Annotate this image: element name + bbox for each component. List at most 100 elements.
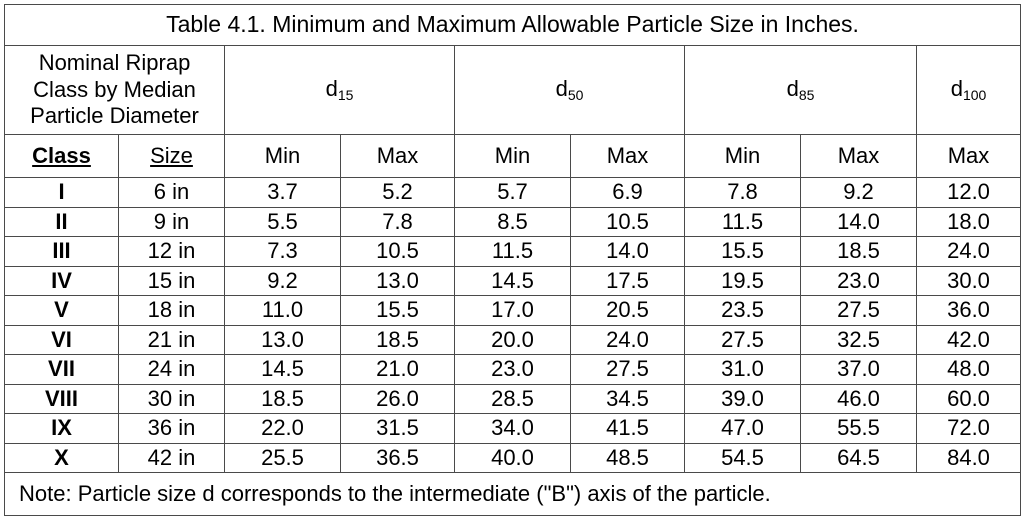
cell-d85-max: 23.0 bbox=[800, 265, 917, 296]
cell-class: III bbox=[4, 236, 119, 267]
size-column-header: Size bbox=[118, 134, 225, 178]
cell-class: II bbox=[4, 206, 119, 237]
table-row: IX 36 in 22.0 31.5 34.0 41.5 47.0 55.5 72.0 bbox=[4, 413, 1022, 444]
cell-d15-max: 13.0 bbox=[340, 265, 455, 296]
class-column-header: Class bbox=[4, 134, 119, 178]
d50-max-header: Max bbox=[570, 134, 685, 178]
cell-size: 36 in bbox=[118, 413, 225, 444]
cell-d50-max: 17.5 bbox=[570, 265, 685, 296]
cell-d50-max: 20.5 bbox=[570, 295, 685, 326]
cell-d85-min: 7.8 bbox=[684, 177, 801, 208]
cell-d50-min: 14.5 bbox=[454, 265, 571, 296]
cell-d85-min: 54.5 bbox=[684, 442, 801, 473]
d100-max-header: Max bbox=[915, 134, 1022, 178]
cell-size: 18 in bbox=[118, 295, 225, 326]
cell-d100-max: 60.0 bbox=[915, 383, 1022, 414]
table-title: Table 4.1. Minimum and Maximum Allowable… bbox=[3, 4, 1022, 46]
cell-d85-max: 37.0 bbox=[800, 354, 917, 385]
cell-d50-max: 10.5 bbox=[570, 206, 685, 237]
cell-d15-max: 18.5 bbox=[340, 324, 455, 355]
cell-d50-max: 14.0 bbox=[570, 236, 685, 267]
cell-d85-min: 47.0 bbox=[684, 413, 801, 444]
cell-d100-max: 24.0 bbox=[915, 236, 1022, 267]
cell-d50-min: 23.0 bbox=[454, 354, 571, 385]
cell-d15-max: 21.0 bbox=[340, 354, 455, 385]
cell-d15-max: 15.5 bbox=[340, 295, 455, 326]
cell-class: IV bbox=[4, 265, 119, 296]
cell-d85-max: 14.0 bbox=[800, 206, 917, 237]
d85-max-header: Max bbox=[800, 134, 917, 178]
d85-group-header: d85 bbox=[684, 45, 917, 135]
nominal-header-line-2: Class by Median bbox=[33, 76, 196, 102]
table-row: II 9 in 5.5 7.8 8.5 10.5 11.5 14.0 18.0 bbox=[4, 206, 1022, 237]
cell-d15-max: 36.5 bbox=[340, 442, 455, 473]
cell-size: 30 in bbox=[118, 383, 225, 414]
d85-min-header: Min bbox=[684, 134, 801, 178]
cell-d100-max: 42.0 bbox=[915, 324, 1022, 355]
cell-d50-max: 41.5 bbox=[570, 413, 685, 444]
cell-d50-max: 34.5 bbox=[570, 383, 685, 414]
table-row: X 42 in 25.5 36.5 40.0 48.5 54.5 64.5 84.0 bbox=[4, 442, 1022, 473]
cell-d85-max: 9.2 bbox=[800, 177, 917, 208]
table-row: III 12 in 7.3 10.5 11.5 14.0 15.5 18.5 24.0 bbox=[4, 236, 1022, 267]
cell-d100-max: 12.0 bbox=[915, 177, 1022, 208]
cell-d50-min: 28.5 bbox=[454, 383, 571, 414]
cell-d50-max: 6.9 bbox=[570, 177, 685, 208]
cell-size: 15 in bbox=[118, 265, 225, 296]
cell-d50-min: 40.0 bbox=[454, 442, 571, 473]
cell-d15-max: 7.8 bbox=[340, 206, 455, 237]
cell-class: V bbox=[4, 295, 119, 326]
cell-d85-max: 27.5 bbox=[800, 295, 917, 326]
cell-d100-max: 48.0 bbox=[915, 354, 1022, 385]
cell-d15-max: 10.5 bbox=[340, 236, 455, 267]
cell-d15-max: 5.2 bbox=[340, 177, 455, 208]
cell-d100-max: 36.0 bbox=[915, 295, 1022, 326]
cell-d50-max: 24.0 bbox=[570, 324, 685, 355]
cell-d15-min: 13.0 bbox=[224, 324, 341, 355]
cell-d50-min: 20.0 bbox=[454, 324, 571, 355]
cell-d85-max: 18.5 bbox=[800, 236, 917, 267]
table-row: VI 21 in 13.0 18.5 20.0 24.0 27.5 32.5 42.0 bbox=[4, 324, 1022, 355]
cell-d50-min: 17.0 bbox=[454, 295, 571, 326]
cell-d100-max: 30.0 bbox=[915, 265, 1022, 296]
cell-d50-min: 8.5 bbox=[454, 206, 571, 237]
particle-size-table: Table 4.1. Minimum and Maximum Allowable… bbox=[3, 4, 1022, 516]
d50-min-header: Min bbox=[454, 134, 571, 178]
cell-size: 6 in bbox=[118, 177, 225, 208]
table-row: IV 15 in 9.2 13.0 14.5 17.5 19.5 23.0 30.0 bbox=[4, 265, 1022, 296]
cell-size: 24 in bbox=[118, 354, 225, 385]
cell-d100-max: 18.0 bbox=[915, 206, 1022, 237]
cell-size: 21 in bbox=[118, 324, 225, 355]
cell-d85-min: 27.5 bbox=[684, 324, 801, 355]
d15-min-header: Min bbox=[224, 134, 341, 178]
cell-d15-min: 18.5 bbox=[224, 383, 341, 414]
cell-class: IX bbox=[4, 413, 119, 444]
cell-class: VI bbox=[4, 324, 119, 355]
table-row: VII 24 in 14.5 21.0 23.0 27.5 31.0 37.0 48.0 bbox=[4, 354, 1022, 385]
cell-d15-max: 31.5 bbox=[340, 413, 455, 444]
d15-max-header: Max bbox=[340, 134, 455, 178]
cell-d15-min: 5.5 bbox=[224, 206, 341, 237]
nominal-header-line-3: Particle Diameter bbox=[30, 103, 199, 129]
cell-d15-min: 9.2 bbox=[224, 265, 341, 296]
cell-d50-min: 5.7 bbox=[454, 177, 571, 208]
d50-group-header: d50 bbox=[454, 45, 685, 135]
cell-class: VII bbox=[4, 354, 119, 385]
cell-size: 42 in bbox=[118, 442, 225, 473]
cell-class: VIII bbox=[4, 383, 119, 414]
cell-d85-min: 31.0 bbox=[684, 354, 801, 385]
table-row: V 18 in 11.0 15.5 17.0 20.5 23.5 27.5 36.0 bbox=[4, 295, 1022, 326]
cell-d50-max: 27.5 bbox=[570, 354, 685, 385]
d15-group-header: d15 bbox=[224, 45, 455, 135]
cell-d85-max: 46.0 bbox=[800, 383, 917, 414]
cell-d100-max: 72.0 bbox=[915, 413, 1022, 444]
cell-d15-min: 3.7 bbox=[224, 177, 341, 208]
cell-class: X bbox=[4, 442, 119, 473]
table-row: VIII 30 in 18.5 26.0 28.5 34.5 39.0 46.0 60.0 bbox=[4, 383, 1022, 414]
cell-d50-max: 48.5 bbox=[570, 442, 685, 473]
nominal-header-line-1: Nominal Riprap bbox=[38, 50, 191, 76]
cell-d100-max: 84.0 bbox=[915, 442, 1022, 473]
cell-d15-min: 11.0 bbox=[224, 295, 341, 326]
cell-d85-min: 15.5 bbox=[684, 236, 801, 267]
